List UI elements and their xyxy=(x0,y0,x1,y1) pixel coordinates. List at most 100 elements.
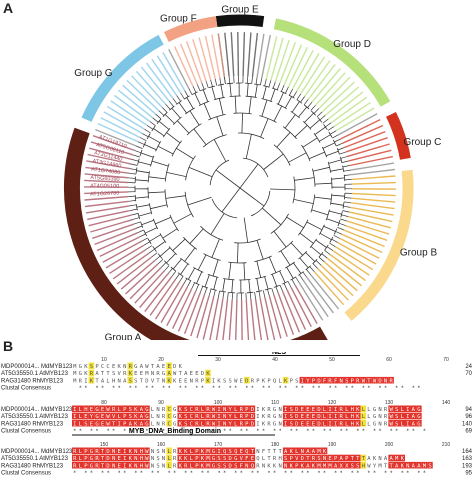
residue: L xyxy=(151,407,155,413)
branch xyxy=(199,286,204,293)
residue: L xyxy=(367,421,371,427)
residue: R xyxy=(267,414,271,420)
residue: G xyxy=(212,449,215,455)
leaf-label-mark xyxy=(283,44,303,86)
residue: M xyxy=(73,371,77,377)
residue: G xyxy=(79,371,82,377)
consensus-mark: * xyxy=(229,386,232,392)
residue: R xyxy=(90,371,94,377)
residue: E xyxy=(134,371,137,377)
group-label-b: Group B xyxy=(400,248,438,259)
leaf-label-mark xyxy=(327,91,364,120)
leaf-label-mark xyxy=(296,53,320,92)
leaf-label-mark xyxy=(302,280,329,318)
conserved-residue-highlight xyxy=(244,454,250,462)
branch xyxy=(286,216,304,229)
residue: T xyxy=(267,456,271,462)
consensus-mark: * xyxy=(284,386,287,392)
branch xyxy=(256,240,264,260)
residue: K xyxy=(201,449,205,455)
branch xyxy=(208,85,216,89)
branch xyxy=(143,241,150,246)
conserved-residue-highlight xyxy=(316,376,322,384)
branch xyxy=(187,280,192,288)
branch xyxy=(299,257,309,269)
residue: I xyxy=(217,449,220,455)
conserved-residue-highlight xyxy=(310,412,317,420)
consensus-mark: * xyxy=(412,429,415,435)
conserved-residue-highlight xyxy=(105,447,111,455)
residue: E xyxy=(312,421,315,427)
similar-residue-highlight xyxy=(205,369,211,377)
residue: W xyxy=(389,407,393,413)
consensus-mark: * xyxy=(129,429,132,435)
conserved-residue-highlight xyxy=(327,376,333,384)
leaf-label-mark xyxy=(211,34,221,78)
branch xyxy=(231,279,234,293)
consensus-mark: * xyxy=(151,386,154,392)
ruler-tick-label: 150 xyxy=(100,442,109,448)
branch xyxy=(338,222,346,226)
branch xyxy=(269,188,296,191)
residue: S xyxy=(217,463,220,469)
branch xyxy=(216,116,224,136)
residue: L xyxy=(167,449,171,455)
residue: E xyxy=(162,364,165,370)
branch xyxy=(293,262,302,274)
residue: E xyxy=(118,449,121,455)
conserved-residue-highlight xyxy=(216,461,222,469)
residue: I xyxy=(217,421,220,427)
conserved-residue-highlight xyxy=(177,405,183,413)
conserved-residue-highlight xyxy=(110,419,117,427)
residue: R xyxy=(73,449,77,455)
consensus-mark: * xyxy=(157,429,160,435)
residue: V xyxy=(240,456,244,462)
sequence-end-position: 140 xyxy=(462,421,473,427)
residue: Q xyxy=(256,456,259,462)
residue: Y xyxy=(90,414,94,420)
leaf-label-mark xyxy=(349,155,393,167)
branch xyxy=(146,245,153,250)
leaf-label-mark xyxy=(168,48,190,89)
conserved-residue-highlight xyxy=(238,412,245,420)
branch xyxy=(264,276,269,290)
consensus-mark: * xyxy=(173,471,176,477)
branch xyxy=(318,252,324,258)
leaf-label-mark xyxy=(85,166,130,174)
panel-a-label: A xyxy=(3,0,14,16)
branch xyxy=(224,77,226,85)
conserved-residue-highlight xyxy=(121,447,128,455)
conserved-residue-highlight xyxy=(294,461,300,469)
branch xyxy=(217,83,225,86)
branch xyxy=(204,274,210,288)
branch xyxy=(173,213,192,224)
conserved-residue-highlight xyxy=(116,461,122,469)
consensus-mark: * xyxy=(118,386,121,392)
consensus-mark: * xyxy=(423,429,426,435)
sequence-name: AT5G35550.1 AtMYB123 xyxy=(1,414,69,420)
leaf-label-mark xyxy=(162,52,186,91)
branch xyxy=(317,117,323,123)
residue: H xyxy=(351,414,354,420)
residue: L xyxy=(190,463,194,469)
group-label-c: Group C xyxy=(404,137,442,148)
branch xyxy=(263,85,270,88)
leaf-label-mark xyxy=(87,209,131,221)
branch xyxy=(128,177,136,179)
leaf-label-mark xyxy=(202,296,215,340)
conserved-residue-highlight xyxy=(99,412,106,420)
branch xyxy=(164,189,168,208)
branch xyxy=(132,217,140,220)
branch xyxy=(222,278,226,292)
branch xyxy=(270,213,289,234)
branch xyxy=(184,90,189,97)
leaf-label-mark xyxy=(247,32,252,77)
residue: W xyxy=(212,414,216,420)
consensus-mark: * xyxy=(373,471,376,477)
branch xyxy=(329,242,336,247)
branch xyxy=(330,130,337,135)
residue: R xyxy=(389,378,393,384)
branch xyxy=(136,204,150,208)
consensus-mark: * xyxy=(290,471,293,477)
residue: H xyxy=(362,463,365,469)
